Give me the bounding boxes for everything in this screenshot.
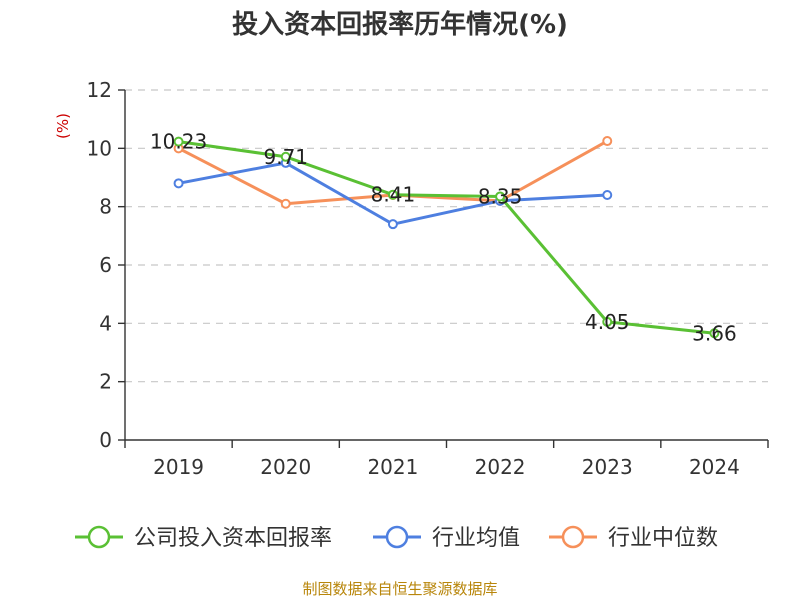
- data-label: 4.05: [585, 310, 630, 334]
- series-point: [280, 198, 291, 209]
- source-note: 制图数据来自恒生聚源数据库: [302, 580, 497, 598]
- series-point: [173, 136, 184, 147]
- x-tick-label: 2022: [475, 455, 526, 479]
- data-label: 8.41: [371, 183, 416, 207]
- axes: 0 2 4 6 8 10 12 2019 2020 2021 2022 2023 2024: [87, 78, 769, 479]
- x-tick-label: 2019: [153, 455, 204, 479]
- y-tick-label: 12: [87, 78, 112, 102]
- y-axis-unit: (%): [54, 113, 72, 139]
- legend-item[interactable]: 行业均值: [373, 525, 520, 551]
- x-tick-label: 2023: [582, 455, 633, 479]
- y-tick-label: 2: [99, 370, 112, 394]
- x-tick-label: 2020: [260, 455, 311, 479]
- y-tick-label: 6: [99, 253, 112, 277]
- legend-marker-icon: [385, 525, 409, 549]
- y-tick-label: 4: [99, 311, 112, 335]
- x-tick-label: 2021: [367, 455, 418, 479]
- series-lines: [173, 136, 720, 339]
- series-point: [280, 151, 291, 162]
- data-label: 8.35: [478, 184, 523, 208]
- series-point: [602, 316, 613, 327]
- legend-label: 行业中位数: [608, 526, 718, 551]
- series-point: [602, 190, 613, 200]
- data-label: 10.23: [150, 130, 207, 154]
- chart-title: 投入资本回报率历年情况(%): [232, 9, 568, 40]
- legend-item[interactable]: 公司投入资本回报率: [75, 525, 332, 551]
- data-label: 9.71: [263, 145, 308, 169]
- series-point: [173, 178, 184, 189]
- series-point: [709, 328, 720, 339]
- x-tick-label: 2024: [689, 455, 740, 479]
- y-tick-label: 8: [99, 195, 112, 219]
- series-line: [178, 140, 715, 335]
- legend[interactable]: 公司投入资本回报率 行业均值 行业中位数: [75, 525, 718, 551]
- series-point: [602, 136, 613, 147]
- legend-marker-icon: [561, 525, 585, 549]
- legend-label: 行业均值: [432, 526, 520, 551]
- series-point: [495, 191, 506, 202]
- legend-marker-icon: [87, 525, 111, 549]
- y-tick-label: 0: [99, 428, 112, 452]
- series-point: [387, 219, 398, 230]
- data-labels: 10.23 9.71 8.41 8.35 4.05 3.66: [150, 130, 737, 346]
- legend-label: 公司投入资本回报率: [134, 526, 332, 551]
- y-tick-label: 10: [87, 136, 112, 160]
- grid-lines: [125, 89, 768, 383]
- series-point: [387, 189, 398, 200]
- data-label: 3.66: [692, 321, 737, 345]
- legend-item[interactable]: 行业中位数: [549, 525, 718, 551]
